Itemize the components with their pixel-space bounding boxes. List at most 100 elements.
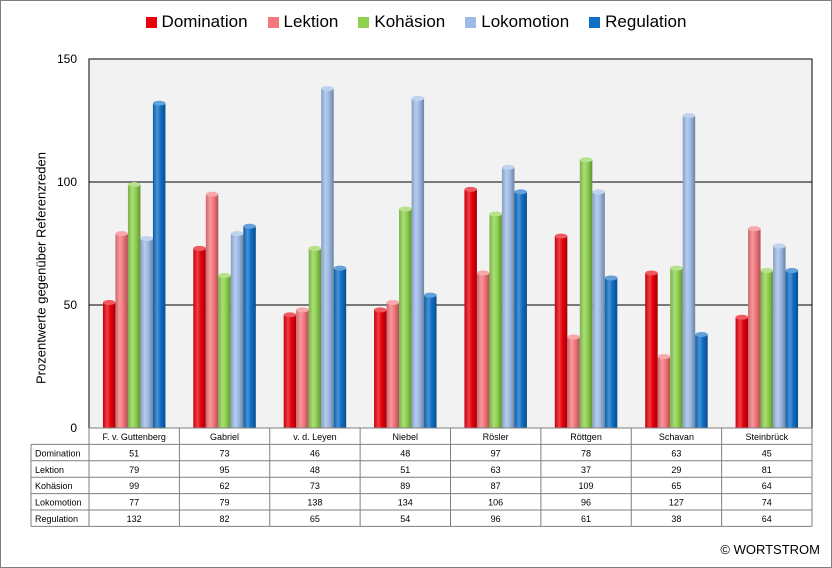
data-label: 64 <box>762 514 772 524</box>
bar-top <box>230 231 244 237</box>
legend-label: Domination <box>161 12 248 31</box>
data-label: 78 <box>581 448 591 458</box>
bar-lokomotion <box>230 233 244 428</box>
table-series-label: Lokomotion <box>35 498 82 508</box>
legend-swatch <box>358 16 370 28</box>
bar-top <box>127 181 141 187</box>
category-label: Gabriel <box>210 432 239 442</box>
category-label: Schavan <box>659 432 694 442</box>
y-tick-label: 150 <box>57 52 77 66</box>
data-label: 48 <box>310 465 320 475</box>
data-label: 132 <box>127 514 142 524</box>
category-label: Rösler <box>483 432 509 442</box>
bar-top <box>321 86 334 92</box>
bar-regulation <box>152 103 166 428</box>
bar-domination <box>283 314 297 428</box>
bar-top <box>695 332 708 338</box>
bar-regulation <box>243 226 256 428</box>
bar-regulation <box>695 334 708 428</box>
bar-top <box>760 268 774 274</box>
data-label: 77 <box>129 498 139 508</box>
data-label: 81 <box>762 465 772 475</box>
legend-label: Regulation <box>605 12 687 31</box>
bar-regulation <box>424 295 437 428</box>
bar-top <box>386 300 400 306</box>
legend-item: Lokomotion <box>465 12 569 32</box>
bar-regulation <box>514 191 527 428</box>
bar-top <box>205 191 219 197</box>
bar-domination <box>735 317 749 428</box>
data-label: 51 <box>400 465 410 475</box>
bar-lektion <box>476 273 490 428</box>
bar-top <box>645 270 658 276</box>
data-label: 61 <box>581 514 591 524</box>
bar-top <box>657 354 671 360</box>
legend-item: Domination <box>145 12 248 32</box>
data-label: 65 <box>671 481 681 491</box>
chart-legend: Domination Lektion Kohäsion Lokomotion Regul… <box>0 12 832 32</box>
table-series-label: Lektion <box>35 465 64 475</box>
bar-top <box>682 113 696 119</box>
bar-kohäsion <box>308 248 322 428</box>
bar-kohäsion <box>670 268 683 428</box>
bar-regulation <box>604 277 618 428</box>
legend-item: Regulation <box>589 12 686 32</box>
bar-lokomotion <box>682 115 696 428</box>
bar-lektion <box>657 356 671 428</box>
data-label: 65 <box>310 514 320 524</box>
data-label: 97 <box>491 448 501 458</box>
category-label: v. d. Leyen <box>293 432 336 442</box>
bar-top <box>152 100 166 106</box>
data-label: 134 <box>398 498 413 508</box>
bar-domination <box>374 309 387 428</box>
data-label: 29 <box>671 465 681 475</box>
bar-top <box>283 312 297 318</box>
bar-top <box>735 314 749 320</box>
bar-kohäsion <box>399 209 412 428</box>
legend-swatch <box>267 16 279 28</box>
data-label: 74 <box>762 498 772 508</box>
data-label: 48 <box>400 448 410 458</box>
copyright-text: © WORTSTROM <box>720 542 820 557</box>
y-tick-label: 0 <box>70 421 77 435</box>
data-label: 106 <box>488 498 503 508</box>
bar-domination <box>645 273 658 428</box>
data-label: 79 <box>129 465 139 475</box>
bar-top <box>554 233 568 239</box>
bar-lektion <box>296 309 309 428</box>
bar-top <box>670 265 683 271</box>
bar-kohäsion <box>760 270 774 428</box>
data-label: 127 <box>669 498 684 508</box>
bar-top <box>773 243 786 249</box>
bar-domination <box>102 302 116 428</box>
bar-top <box>567 334 580 340</box>
table-series-label: Domination <box>35 448 81 458</box>
bar-top <box>102 300 116 306</box>
bar-top <box>218 272 231 278</box>
bar-lektion <box>205 194 219 428</box>
bar-top <box>604 275 618 281</box>
bar-domination <box>193 248 206 428</box>
category-label: Röttgen <box>570 432 602 442</box>
data-label: 79 <box>220 498 230 508</box>
data-label: 37 <box>581 465 591 475</box>
bar-top <box>243 223 256 229</box>
bar-top <box>115 231 128 237</box>
data-label: 73 <box>310 481 320 491</box>
bar-lokomotion <box>321 88 334 429</box>
data-label: 95 <box>220 465 230 475</box>
data-label: 73 <box>220 448 230 458</box>
y-tick-label: 50 <box>64 298 78 312</box>
bar-domination <box>464 189 477 428</box>
legend-swatch <box>145 16 157 28</box>
bar-kohäsion <box>218 275 231 428</box>
bar-top <box>424 292 437 298</box>
bar-top <box>374 307 387 313</box>
bar-top <box>411 95 425 101</box>
legend-swatch <box>589 16 601 28</box>
bar-top <box>193 245 206 251</box>
bar-lokomotion <box>140 238 153 428</box>
legend-swatch <box>465 16 477 28</box>
data-label: 89 <box>400 481 410 491</box>
